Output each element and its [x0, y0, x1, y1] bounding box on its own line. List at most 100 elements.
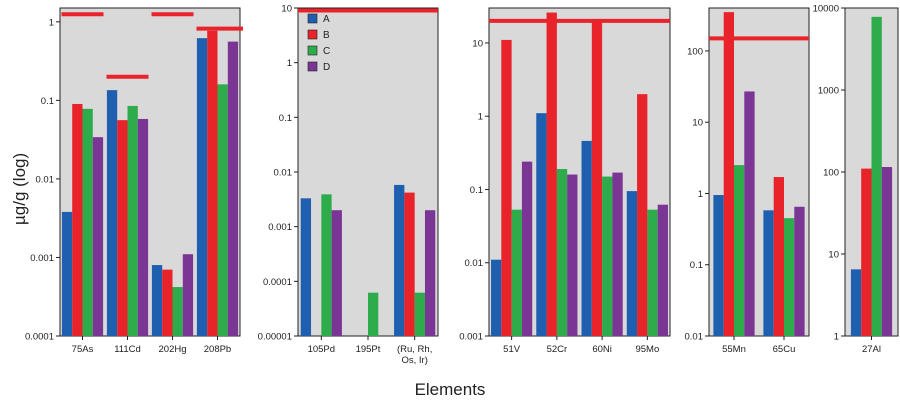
- panel-4-y-tick-label: 0.1: [690, 260, 703, 271]
- bar-A-55Mn: [713, 195, 724, 336]
- bar-C-51V: [511, 209, 522, 336]
- panel-4-y-tick-label: 10: [692, 118, 703, 129]
- bar-C-52Cr: [556, 169, 568, 336]
- bar-A-RuRhOsIr: [394, 184, 405, 336]
- bar-C-55Mn: [734, 165, 745, 336]
- legend-label-B: B: [323, 30, 330, 41]
- panel-5-y-tick-label: 10: [828, 250, 839, 261]
- bar-B-75As: [72, 103, 83, 337]
- panel-1-y-tick-label: 0.01: [36, 174, 55, 185]
- panel-2-y-tick-label: 0.001: [268, 222, 292, 233]
- bar-A-105Pd: [300, 198, 312, 336]
- panel-1-y-tick-label: 0.1: [41, 96, 54, 107]
- legend-swatch-A: [307, 13, 318, 24]
- panel-4-y-tick-label: 100: [687, 46, 703, 57]
- panel-3-y-tick-label: 0.01: [465, 258, 484, 269]
- panel-1-y-tick-label: 1: [49, 17, 54, 28]
- panel-2-y-tick-label: 0.0001: [263, 277, 292, 288]
- panel-5-y-tick-label: 1000: [818, 86, 839, 97]
- bar-D-RuRhOsIr: [424, 210, 436, 336]
- bar-A-51V: [491, 259, 502, 336]
- bar-C-202Hg: [172, 287, 183, 336]
- panel-3-y-tick-label: 1: [478, 112, 483, 123]
- bar-C-105Pd: [321, 194, 332, 336]
- bar-C-60Ni: [602, 176, 613, 336]
- bar-A-202Hg: [151, 265, 163, 336]
- bar-A-208Pb: [196, 38, 208, 337]
- bar-D-208Pb: [227, 41, 239, 337]
- bar-C-195Pt: [368, 292, 379, 336]
- legend-label-D: D: [323, 62, 330, 73]
- bar-B-RuRhOsIr: [404, 192, 415, 336]
- bar-D-65Cu: [794, 206, 805, 336]
- panel-5-y-tick-label: 10000: [813, 4, 839, 15]
- bar-D-105Pd: [331, 210, 342, 336]
- category-label: (Ru, Rh,: [397, 344, 432, 355]
- bar-B-51V: [501, 39, 512, 337]
- legend-swatch-D: [307, 61, 318, 72]
- bar-D-51V: [521, 161, 533, 336]
- category-label: 111Cd: [114, 344, 141, 355]
- bar-D-27Al: [881, 167, 893, 336]
- bar-C-95Mo: [647, 209, 658, 336]
- bar-C-RuRhOsIr: [414, 292, 425, 336]
- bar-C-111Cd: [127, 105, 138, 336]
- panel-4-y-tick-label: 0.01: [685, 332, 704, 343]
- panel-2-plot-area: [297, 7, 439, 337]
- bar-A-27Al: [850, 269, 862, 336]
- panel-2-y-tick-label: 10: [281, 4, 292, 15]
- legend-label-C: C: [323, 46, 330, 57]
- bar-D-75As: [92, 137, 104, 336]
- panel-5-y-tick-label: 100: [823, 168, 839, 179]
- panel-1-y-tick-label: 0.0001: [25, 332, 54, 343]
- bar-A-111Cd: [106, 90, 118, 336]
- bar-B-52Cr: [546, 12, 557, 337]
- category-label: 52Cr: [547, 344, 568, 355]
- category-label: 195Pt: [356, 344, 381, 355]
- bar-D-52Cr: [567, 174, 578, 336]
- panel-3-y-tick-label: 0.1: [470, 185, 483, 196]
- panel-5-y-tick-label: 1: [834, 332, 839, 343]
- bar-B-65Cu: [773, 177, 784, 336]
- y-axis-label: µg/g (log): [10, 153, 30, 225]
- category-label: 105Pd: [308, 344, 335, 355]
- panel-4-y-tick-label: 1: [698, 189, 703, 200]
- category-label: 55Mn: [722, 344, 746, 355]
- bar-B-208Pb: [207, 30, 218, 336]
- bar-A-60Ni: [581, 140, 592, 336]
- bar-D-55Mn: [744, 91, 755, 337]
- bar-B-60Ni: [591, 22, 603, 336]
- panel-2-y-tick-label: 0.1: [279, 113, 292, 124]
- category-label: 60Ni: [592, 344, 612, 355]
- panel-2-y-tick-label: 1: [287, 58, 292, 69]
- bar-D-60Ni: [612, 172, 623, 336]
- bar-C-75As: [82, 108, 93, 336]
- bar-A-75As: [61, 211, 73, 336]
- category-label: 95Mo: [635, 344, 659, 355]
- x-axis-label-text: Elements: [414, 380, 486, 399]
- legend-swatch-B: [307, 29, 318, 40]
- bar-C-208Pb: [217, 84, 228, 336]
- y-axis-label-text: µg/g (log): [10, 152, 29, 225]
- bar-D-202Hg: [182, 254, 194, 336]
- panel-2-y-tick-label: 0.01: [274, 168, 293, 179]
- legend-label-A: A: [323, 14, 330, 25]
- bar-D-111Cd: [137, 118, 149, 336]
- category-label: 208Pb: [204, 344, 231, 355]
- category-label: 75As: [72, 344, 94, 355]
- category-label: 51V: [503, 344, 521, 355]
- panel-1-y-tick-label: 0.001: [30, 253, 54, 264]
- category-label: 27Al: [862, 344, 881, 355]
- bar-B-27Al: [861, 168, 872, 336]
- bar-A-52Cr: [536, 113, 547, 336]
- category-label: Os, Ir): [401, 355, 427, 366]
- bar-B-55Mn: [723, 12, 734, 336]
- bar-B-95Mo: [637, 94, 648, 336]
- panel-2-y-tick-label: 0.00001: [258, 332, 292, 343]
- x-axis-label: Elements: [0, 380, 900, 400]
- bar-D-95Mo: [657, 204, 668, 336]
- panel-3-y-tick-label: 0.001: [459, 332, 483, 343]
- legend-swatch-C: [307, 45, 318, 56]
